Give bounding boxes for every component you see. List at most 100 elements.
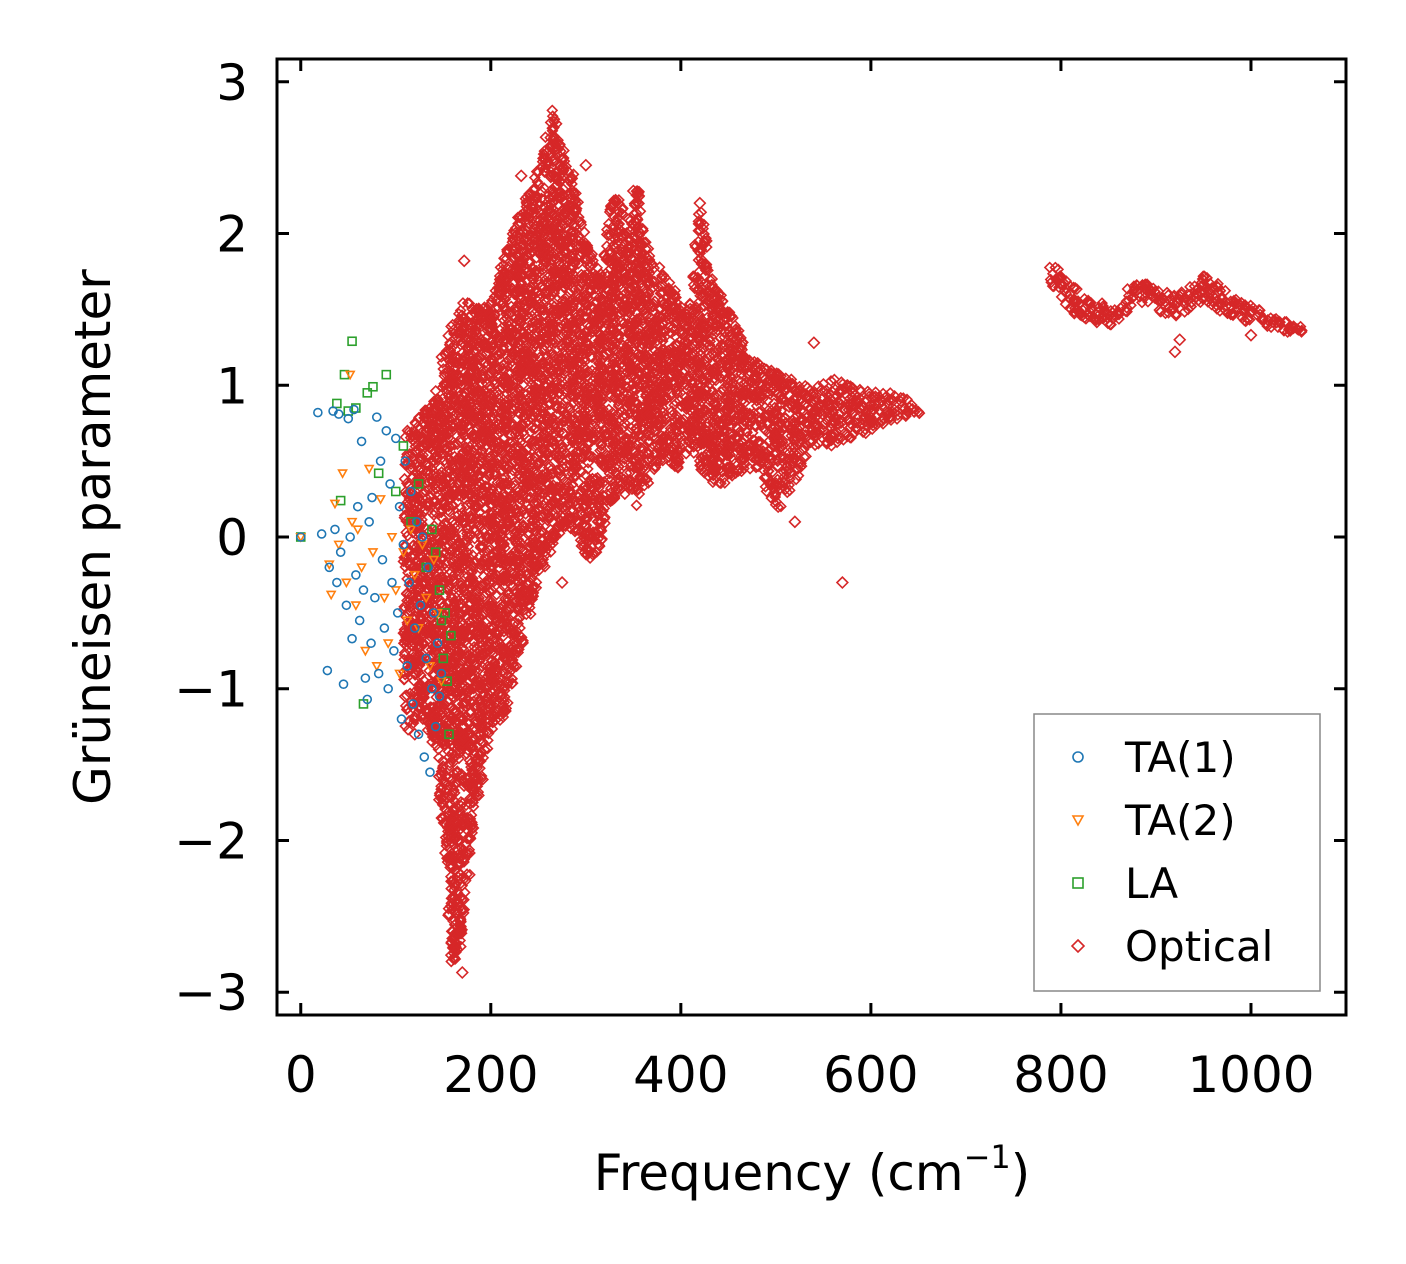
data-point	[438, 454, 451, 467]
data-point	[558, 519, 570, 532]
data-point	[578, 368, 591, 381]
data-point	[572, 211, 585, 224]
data-point	[454, 795, 467, 808]
data-point	[456, 714, 469, 726]
data-point	[464, 832, 477, 845]
data-point	[450, 377, 463, 390]
data-point	[515, 631, 528, 644]
data-point	[447, 410, 460, 422]
data-point	[567, 268, 580, 280]
data-point	[544, 545, 557, 558]
data-point	[537, 553, 550, 566]
data-point	[430, 561, 443, 574]
data-point	[497, 537, 510, 550]
data-point	[556, 172, 569, 185]
data-point	[436, 707, 449, 719]
data-point	[563, 401, 576, 414]
data-point	[570, 226, 582, 239]
data-point	[474, 579, 487, 592]
data-point	[570, 462, 583, 475]
data-point	[572, 196, 585, 209]
data-point	[429, 446, 441, 459]
data-point	[511, 613, 524, 625]
data-point	[437, 735, 450, 748]
data-point	[454, 608, 466, 621]
data-point	[439, 698, 452, 711]
data-point	[407, 717, 420, 729]
data-point	[445, 440, 458, 452]
series-optical	[397, 104, 1308, 980]
data-point	[415, 612, 428, 625]
data-point	[548, 170, 561, 183]
data-point	[485, 532, 498, 545]
data-point	[454, 538, 467, 551]
data-point	[590, 487, 603, 500]
data-point	[569, 194, 582, 207]
data-point	[404, 550, 417, 563]
data-point	[499, 541, 511, 554]
data-point	[567, 168, 580, 181]
data-point	[479, 544, 492, 557]
data-point	[460, 536, 473, 549]
data-point	[537, 298, 550, 310]
data-point	[517, 251, 529, 264]
data-point	[572, 524, 585, 537]
data-point	[497, 705, 510, 718]
data-point	[473, 675, 486, 688]
data-point	[546, 242, 559, 255]
data-point	[470, 439, 483, 452]
data-point	[472, 582, 485, 595]
data-point	[444, 524, 456, 537]
data-point	[581, 437, 594, 450]
data-point	[465, 816, 478, 829]
data-point	[516, 490, 529, 503]
data-point	[475, 349, 488, 361]
data-point	[540, 449, 553, 461]
data-point	[502, 281, 515, 294]
data-point	[439, 442, 452, 455]
data-point	[497, 570, 510, 582]
data-point	[545, 198, 558, 211]
data-point	[563, 212, 576, 225]
data-point	[417, 449, 430, 462]
data-point	[485, 602, 498, 615]
data-point	[472, 786, 485, 799]
data-point	[551, 408, 564, 421]
data-point	[512, 504, 525, 517]
data-point	[515, 309, 528, 322]
data-point	[578, 355, 591, 368]
data-point	[579, 520, 592, 533]
data-point	[482, 368, 495, 381]
data-point	[484, 323, 497, 336]
data-point	[450, 777, 463, 790]
data-point	[440, 839, 453, 852]
data-point	[475, 411, 487, 423]
data-point	[461, 546, 474, 559]
data-point	[533, 266, 545, 279]
data-point	[476, 579, 489, 592]
data-point	[476, 448, 489, 461]
data-point	[517, 585, 529, 598]
data-point	[581, 463, 594, 475]
data-point	[436, 570, 449, 583]
data-point	[436, 486, 449, 499]
data-point	[551, 503, 563, 516]
data-point	[445, 955, 458, 968]
data-point	[461, 832, 474, 845]
data-point	[477, 647, 490, 660]
data-point	[508, 628, 521, 641]
data-point	[594, 390, 607, 403]
data-point	[445, 342, 458, 355]
data-point	[417, 691, 430, 704]
data-point	[562, 480, 575, 493]
data-point	[448, 489, 460, 502]
data-point	[505, 334, 518, 347]
data-point	[558, 247, 571, 260]
data-point	[498, 460, 511, 473]
data-point	[535, 369, 548, 382]
data-point	[429, 590, 442, 603]
data-point	[492, 451, 505, 464]
data-point	[449, 953, 462, 965]
data-point	[447, 499, 460, 512]
data-point	[546, 505, 559, 518]
